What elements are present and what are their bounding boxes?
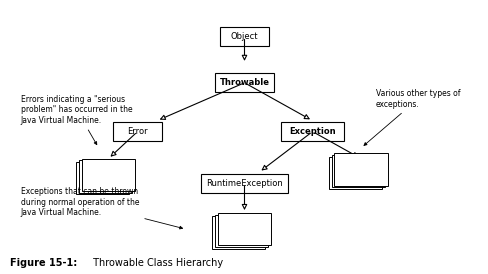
FancyBboxPatch shape [217, 213, 271, 246]
Text: Errors indicating a "serious
problem" has occurred in the
Java Virtual Machine.: Errors indicating a "serious problem" ha… [21, 95, 132, 145]
Text: Error: Error [127, 127, 147, 136]
Text: Various other types of
exceptions.: Various other types of exceptions. [363, 89, 459, 145]
Text: Figure 15-1:: Figure 15-1: [10, 258, 77, 268]
Text: RuntimeException: RuntimeException [206, 179, 282, 188]
FancyBboxPatch shape [331, 155, 384, 187]
Text: Exception: Exception [289, 127, 335, 136]
FancyBboxPatch shape [201, 174, 287, 193]
FancyBboxPatch shape [281, 122, 344, 141]
FancyBboxPatch shape [211, 216, 265, 249]
Text: Object: Object [230, 32, 258, 41]
Text: Throwable Class Hierarchy: Throwable Class Hierarchy [90, 258, 223, 268]
FancyBboxPatch shape [328, 156, 381, 189]
Text: Throwable: Throwable [219, 78, 269, 87]
FancyBboxPatch shape [334, 153, 387, 186]
FancyBboxPatch shape [215, 73, 273, 92]
FancyBboxPatch shape [81, 159, 135, 191]
FancyBboxPatch shape [220, 27, 268, 46]
FancyBboxPatch shape [113, 122, 162, 141]
FancyBboxPatch shape [76, 162, 129, 195]
FancyBboxPatch shape [214, 215, 268, 247]
FancyBboxPatch shape [79, 160, 132, 193]
Text: Exceptions that can be thrown
during normal operation of the
Java Virtual Machin: Exceptions that can be thrown during nor… [21, 187, 182, 229]
